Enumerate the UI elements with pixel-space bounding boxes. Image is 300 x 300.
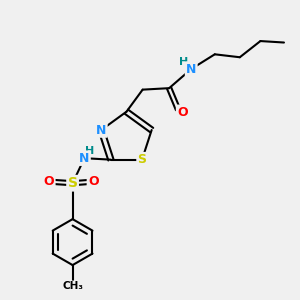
- Text: S: S: [137, 153, 146, 166]
- Text: O: O: [88, 175, 98, 188]
- Text: H: H: [179, 57, 188, 67]
- Text: CH₃: CH₃: [62, 281, 83, 291]
- Text: O: O: [44, 175, 54, 188]
- Text: O: O: [177, 106, 188, 119]
- Text: N: N: [96, 124, 106, 136]
- Text: S: S: [68, 176, 78, 190]
- Text: H: H: [85, 146, 94, 156]
- Text: N: N: [79, 152, 90, 165]
- Text: N: N: [186, 62, 196, 76]
